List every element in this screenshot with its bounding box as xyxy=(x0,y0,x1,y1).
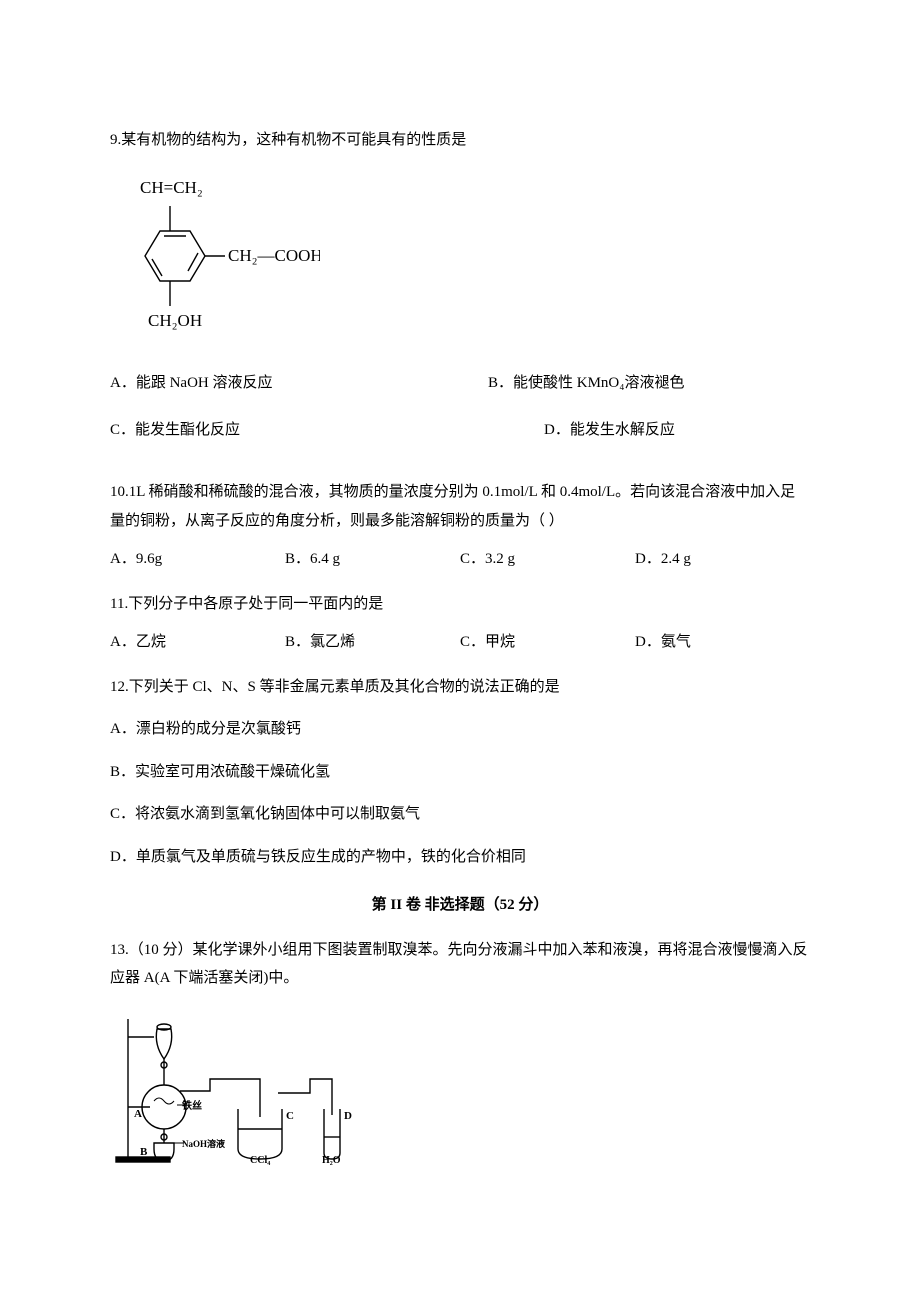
q13-text: 13.（10 分）某化学课外小组用下图装置制取溴苯。先向分液漏斗中加入苯和液溴，… xyxy=(110,936,810,993)
q9-text: 9.某有机物的结构为，这种有机物不可能具有的性质是 xyxy=(110,126,810,155)
app-ccl4: CCl₄ xyxy=(250,1155,270,1165)
q11-option-d: D．氨气 xyxy=(635,628,810,657)
q10-text: 10.1L 稀硝酸和稀硫酸的混合液，其物质的量浓度分别为 0.1mol/L 和 … xyxy=(110,478,810,535)
q10-option-c: C．3.2 g xyxy=(460,545,635,574)
q9-option-d: D．能发生水解反应 xyxy=(544,416,810,445)
appD: D xyxy=(344,1110,352,1122)
q13-apparatus-diagram: A B C D 铁丝 NaOH溶液 CCl₄ H₂O xyxy=(110,1009,360,1165)
q11-option-b: B．氯乙烯 xyxy=(285,628,460,657)
q12-option-a: A．漂白粉的成分是次氯酸钙 xyxy=(110,715,810,744)
q9-structure-diagram: CH=CH₂ CH₂—COOH CH₂OH xyxy=(110,171,320,341)
q12-option-b: B．实验室可用浓硫酸干燥硫化氢 xyxy=(110,758,810,787)
app-naoh: NaOH溶液 xyxy=(182,1138,226,1149)
q10-option-d: D．2.4 g xyxy=(635,545,810,574)
q11-options: A．乙烷 B．氯乙烯 C．甲烷 D．氨气 xyxy=(110,628,810,657)
q9-struct-bottom: CH₂OH xyxy=(148,311,202,330)
q12-options: A．漂白粉的成分是次氯酸钙 B．实验室可用浓硫酸干燥硫化氢 C．将浓氨水滴到氢氧… xyxy=(110,715,810,871)
q9-option-b: B．能使酸性 KMnO₄溶液褪色 xyxy=(488,369,810,398)
q11-text: 11.下列分子中各原子处于同一平面内的是 xyxy=(110,590,810,619)
q12-option-c: C．将浓氨水滴到氢氧化钠固体中可以制取氨气 xyxy=(110,800,810,829)
q9-option-c: C．能发生酯化反应 xyxy=(110,416,544,445)
q9-struct-top: CH=CH₂ xyxy=(140,178,203,197)
section2-title: 第 II 卷 非选择题（52 分） xyxy=(110,891,810,920)
app-h2o: H₂O xyxy=(322,1155,341,1165)
app-iron: 铁丝 xyxy=(182,1099,202,1112)
q10-option-a: A．9.6g xyxy=(110,545,285,574)
q10-option-b: B．6.4 g xyxy=(285,545,460,574)
appA: A xyxy=(134,1108,142,1120)
q10-options: A．9.6g B．6.4 g C．3.2 g D．2.4 g xyxy=(110,545,810,574)
q12-option-d: D．单质氯气及单质硫与铁反应生成的产物中，铁的化合价相同 xyxy=(110,843,810,872)
q9-options: A．能跟 NaOH 溶液反应 B．能使酸性 KMnO₄溶液褪色 C．能发生酯化反… xyxy=(110,369,810,462)
appC: C xyxy=(286,1110,294,1122)
q11-option-a: A．乙烷 xyxy=(110,628,285,657)
q12-text: 12.下列关于 Cl、N、S 等非金属元素单质及其化合物的说法正确的是 xyxy=(110,673,810,702)
q9-struct-right: CH₂—COOH xyxy=(228,246,320,265)
q9-option-a: A．能跟 NaOH 溶液反应 xyxy=(110,369,488,398)
q11-option-c: C．甲烷 xyxy=(460,628,635,657)
appB: B xyxy=(140,1146,148,1158)
